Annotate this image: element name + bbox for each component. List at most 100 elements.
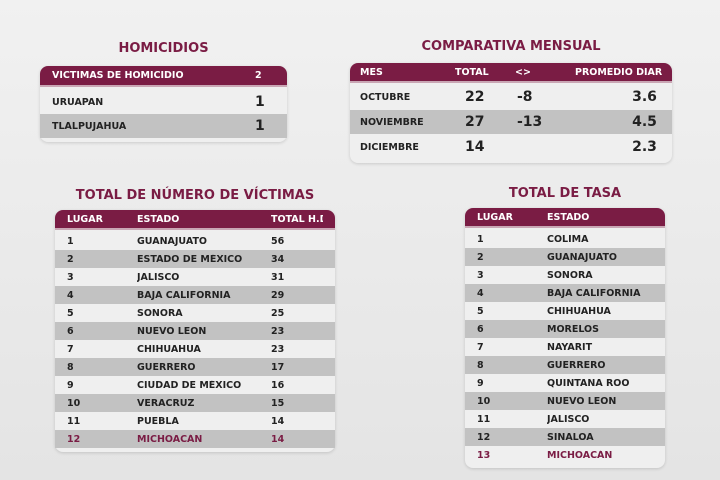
table-row: 7 NAYARIT <box>465 338 665 356</box>
total: 17 <box>271 361 285 373</box>
column-header: LUGAR <box>477 211 513 223</box>
column-header: <> <box>515 66 531 78</box>
victimas-title: TOTAL DE NÚMERO DE VÍCTIMAS <box>75 188 315 203</box>
state: BAJA CALIFORNIA <box>547 287 641 299</box>
place-name: TLALPUJAHUA <box>52 120 127 132</box>
place-name: URUAPAN <box>52 96 104 108</box>
mensual-title: COMPARATIVA MENSUAL <box>421 39 601 54</box>
column-header: TOTAL <box>455 66 489 78</box>
state: NUEVO LEÓN <box>137 325 207 337</box>
rank: 11 <box>67 415 81 427</box>
column-header: ESTADO <box>547 211 590 223</box>
victim-count: 1 <box>255 118 265 134</box>
total: 29 <box>271 289 285 301</box>
state: SONORA <box>547 269 593 281</box>
state: VERACRUZ <box>137 397 195 409</box>
rank: 1 <box>477 233 484 245</box>
total: 34 <box>271 253 285 265</box>
rank: 5 <box>67 307 74 319</box>
table-row: 8 GUERRERO <box>465 356 665 374</box>
table-row: 3 SONORA <box>465 266 665 284</box>
rank: 2 <box>477 251 484 263</box>
state: GUANAJUATO <box>137 235 208 247</box>
table-row: 12 SINALOA <box>465 428 665 446</box>
state: MORELOS <box>547 323 599 335</box>
difference: -13 <box>517 114 543 130</box>
table-row: 2 ESTADO DE MÉXICO 34 <box>55 250 335 268</box>
homicidios-header: VÍCTIMAS DE HOMICIDIO 2 <box>40 66 287 87</box>
column-header: PROMEDIO DIARIO <box>575 66 662 78</box>
total: 25 <box>271 307 285 319</box>
total: 23 <box>271 325 285 337</box>
homicidios-title: HOMICIDIOS <box>118 41 209 56</box>
rank: 12 <box>67 433 81 445</box>
table-row: 7 CHIHUAHUA 23 <box>55 340 335 358</box>
table-row: NOVIEMBRE 27 -13 4.5 <box>350 110 672 134</box>
rank: 8 <box>67 361 74 373</box>
month: DICIEMBRE <box>360 141 419 153</box>
rank: 3 <box>67 271 74 283</box>
header-label: VÍCTIMAS DE HOMICIDIO <box>52 70 184 81</box>
table-row: 13 MICHOACÁN <box>465 446 665 464</box>
table-row: OCTUBRE 22 -8 3.6 <box>350 85 672 109</box>
total: 31 <box>271 271 285 283</box>
column-header: MES <box>360 66 383 78</box>
header-value: 2 <box>255 70 262 81</box>
table-row: 6 NUEVO LEÓN 23 <box>55 322 335 340</box>
state: CHIHUAHUA <box>547 305 611 317</box>
total: 27 <box>465 114 485 130</box>
table-row: 9 CIUDAD DE MÉXICO 16 <box>55 376 335 394</box>
table-row: DICIEMBRE 14 2.3 <box>350 135 672 159</box>
table-row: 9 QUINTANA ROO <box>465 374 665 392</box>
table-row: 4 BAJA CALIFORNIA <box>465 284 665 302</box>
column-header: ESTADO <box>137 213 180 225</box>
difference: -8 <box>517 89 533 105</box>
state: GUERRERO <box>547 359 606 371</box>
tasa-table: LUGAR ESTADO 1 COLIMA 2 GUANAJUATO 3 SONORA 4 BA… <box>465 208 665 468</box>
table-row: 1 GUANAJUATO 56 <box>55 232 335 250</box>
state: JALISCO <box>547 413 590 425</box>
rank: 10 <box>477 395 491 407</box>
table-row: 10 NUEVO LEÓN <box>465 392 665 410</box>
rank: 12 <box>477 431 491 443</box>
table-row: 2 GUANAJUATO <box>465 248 665 266</box>
column-header: LUGAR <box>67 213 103 225</box>
table-row: 11 JALISCO <box>465 410 665 428</box>
total: 22 <box>465 89 485 105</box>
tasa-title: TOTAL DE TASA <box>508 186 622 201</box>
state: GUERRERO <box>137 361 196 373</box>
rank: 2 <box>67 253 74 265</box>
month: NOVIEMBRE <box>360 116 424 128</box>
total: 14 <box>271 433 285 445</box>
table-row: 1 COLIMA <box>465 230 665 248</box>
table-row: URUAPAN 1 <box>40 90 287 114</box>
table-row: 10 VERACRUZ 15 <box>55 394 335 412</box>
table-row: 5 CHIHUAHUA <box>465 302 665 320</box>
state: NAYARIT <box>547 341 593 353</box>
rank: 7 <box>477 341 484 353</box>
table-row: 5 SONORA 25 <box>55 304 335 322</box>
state: COLIMA <box>547 233 589 245</box>
table-row: TLALPUJAHUA 1 <box>40 114 287 138</box>
state: QUINTANA ROO <box>547 377 630 389</box>
rank: 3 <box>477 269 484 281</box>
rank: 6 <box>477 323 484 335</box>
month: OCTUBRE <box>360 91 411 103</box>
table-row: 12 MICHOACÁN 14 <box>55 430 335 448</box>
rank: 1 <box>67 235 74 247</box>
table-row: 4 BAJA CALIFORNIA 29 <box>55 286 335 304</box>
table-row: 8 GUERRERO 17 <box>55 358 335 376</box>
state: JALISCO <box>137 271 180 283</box>
total: 14 <box>271 415 285 427</box>
table-row: 11 PUEBLA 14 <box>55 412 335 430</box>
state: MICHOACÁN <box>137 433 203 445</box>
rank: 4 <box>67 289 74 301</box>
total: 14 <box>465 139 485 155</box>
daily-average: 4.5 <box>632 114 657 130</box>
rank: 10 <box>67 397 81 409</box>
state: ESTADO DE MÉXICO <box>137 253 243 265</box>
rank: 4 <box>477 287 484 299</box>
rank: 7 <box>67 343 74 355</box>
state: BAJA CALIFORNIA <box>137 289 231 301</box>
